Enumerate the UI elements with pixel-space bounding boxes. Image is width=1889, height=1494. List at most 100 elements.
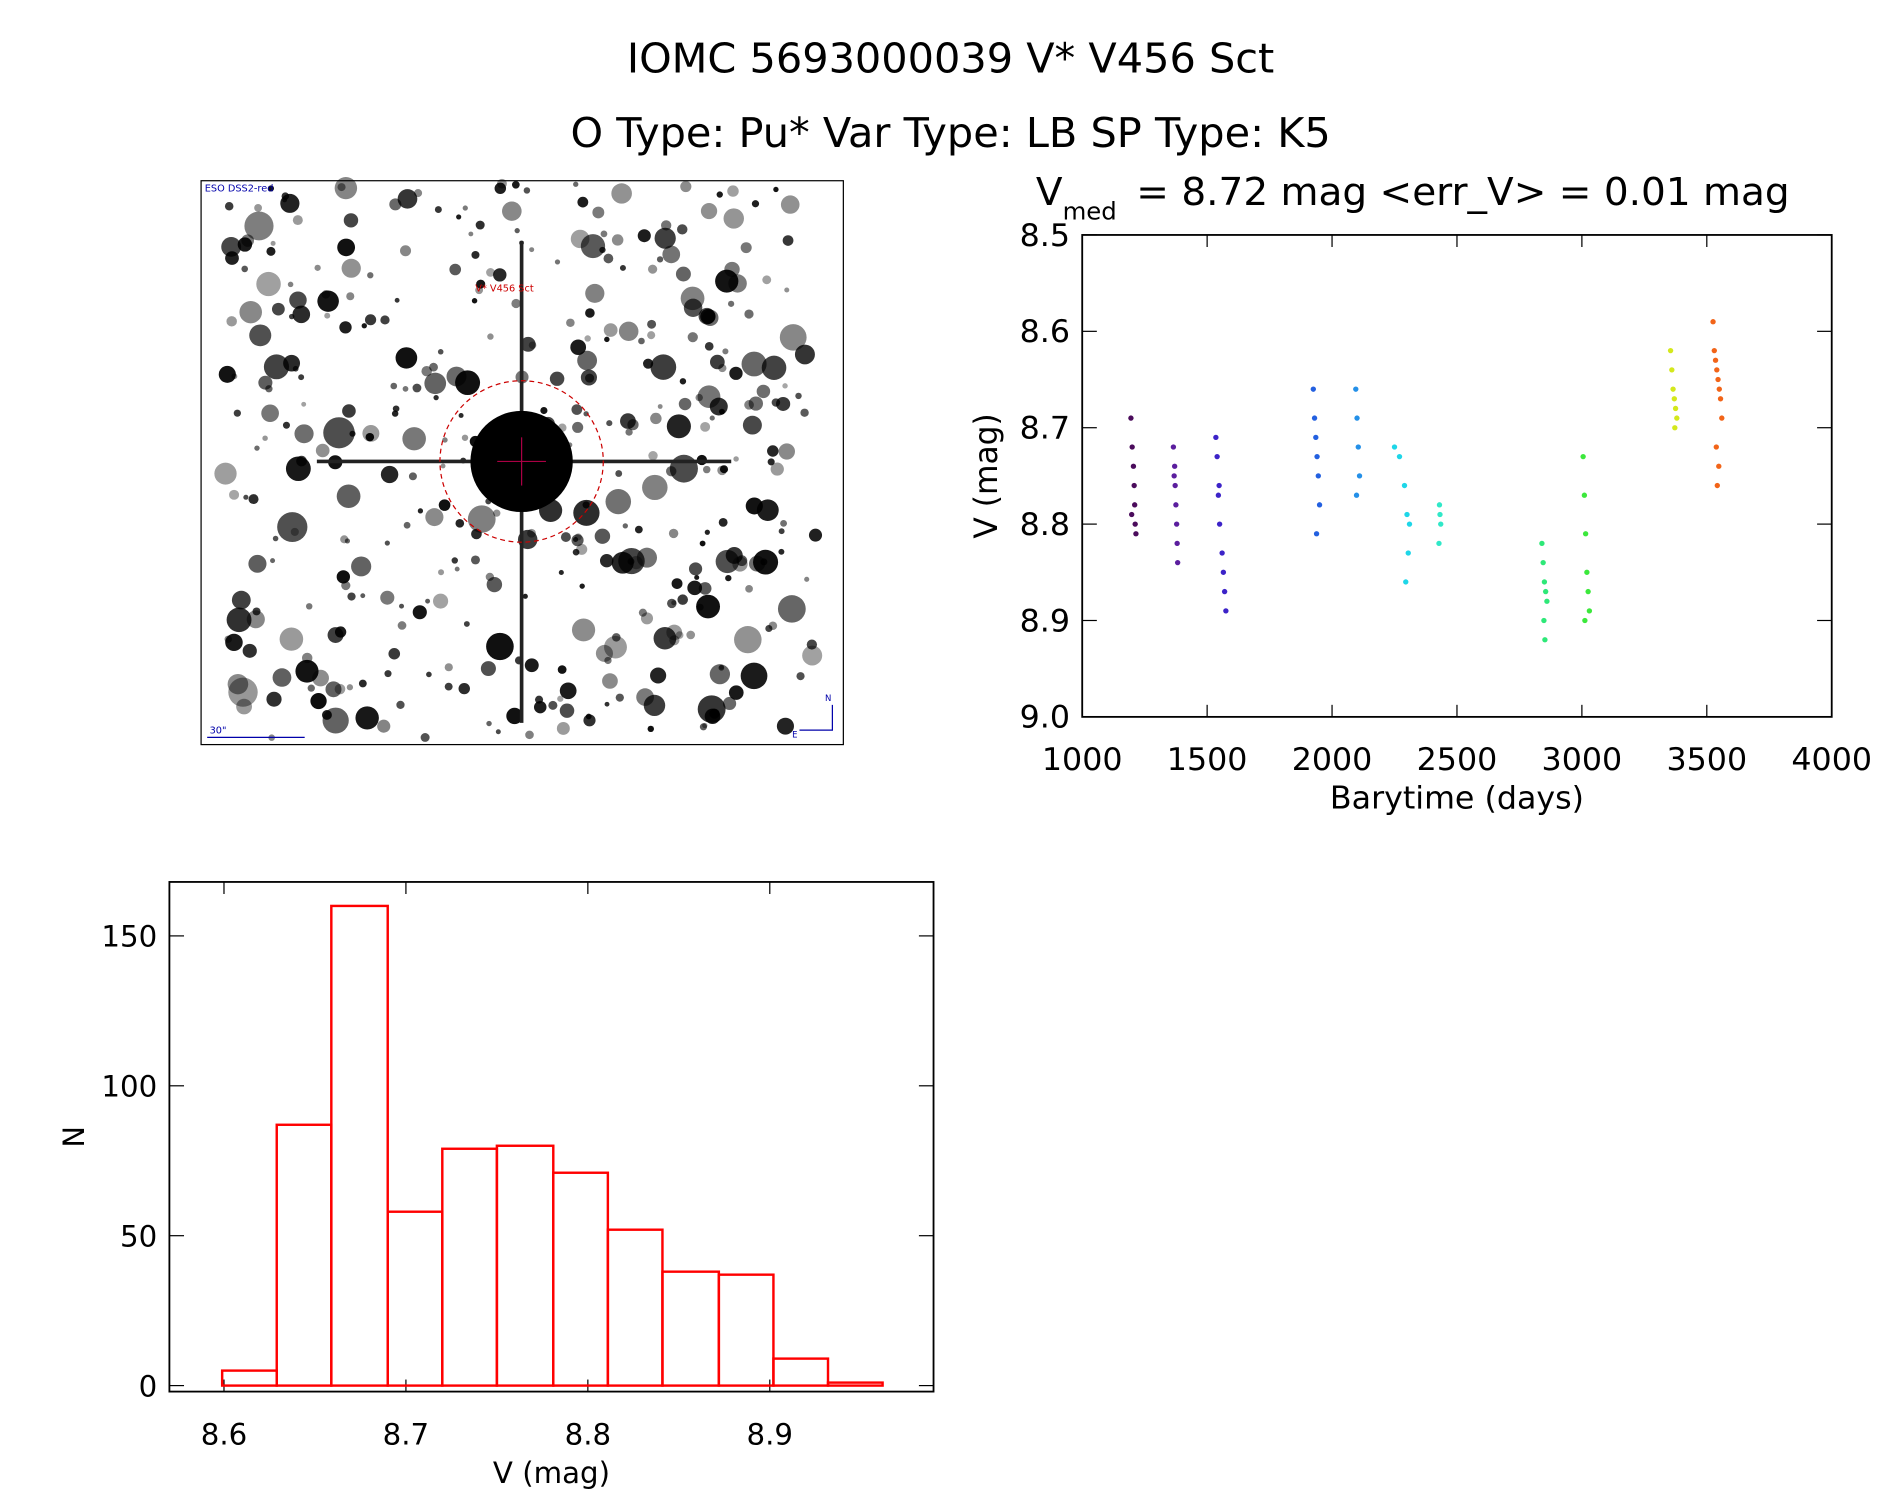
data-point (1715, 376, 1721, 383)
data-point (1585, 588, 1591, 595)
field-star (262, 435, 268, 441)
x-tick-label: 2500 (1417, 742, 1498, 778)
compass (799, 704, 833, 731)
field-star (305, 603, 313, 610)
field-star (698, 582, 712, 595)
image-label: ESO DSS2-red (205, 184, 274, 195)
field-star (485, 572, 495, 581)
field-star (687, 332, 698, 343)
field-star (558, 569, 564, 575)
field-star (470, 555, 480, 565)
y-axis-label: N (57, 1126, 91, 1148)
field-star (458, 412, 464, 418)
field-star (768, 621, 778, 631)
field-star (784, 287, 790, 293)
field-star (339, 321, 352, 334)
field-star (342, 404, 356, 418)
field-star (397, 189, 418, 209)
data-point (1221, 588, 1228, 595)
data-point (1132, 521, 1138, 527)
data-point (1405, 550, 1411, 556)
field-star (395, 347, 418, 369)
field-star (554, 259, 561, 265)
field-star (722, 696, 737, 710)
field-star (367, 272, 374, 279)
field-star (559, 703, 575, 718)
field-star (618, 547, 645, 575)
field-star (355, 706, 379, 730)
field-star (438, 499, 451, 511)
field-star (625, 428, 633, 436)
field-star (529, 247, 535, 253)
field-star (272, 535, 279, 542)
image-label: V* V456 Sct (475, 284, 534, 295)
data-point (1223, 608, 1229, 614)
field-star (668, 528, 679, 539)
field-star (640, 612, 654, 625)
data-point (1216, 521, 1223, 527)
field-star (252, 607, 261, 616)
figure-title: IOMC 5693000039 V* V456 Sct (627, 35, 1274, 83)
data-point (1714, 367, 1720, 373)
field-star (451, 557, 458, 564)
field-star (717, 465, 727, 476)
data-point (1541, 617, 1547, 624)
field-star (650, 354, 677, 380)
field-star (604, 336, 610, 343)
field-star (700, 202, 718, 220)
field-star (344, 538, 351, 544)
data-point (1354, 415, 1360, 421)
field-star (307, 684, 315, 692)
data-point (1717, 396, 1724, 402)
field-star (704, 529, 710, 535)
field-star (324, 312, 331, 319)
field-star (461, 434, 469, 441)
field-star (475, 220, 485, 230)
field-star (228, 677, 258, 707)
field-star (272, 668, 292, 687)
data-point (1438, 521, 1444, 527)
x-tick-label: 3500 (1666, 742, 1747, 778)
field-star (584, 335, 591, 342)
field-star (622, 523, 628, 529)
data-point (1172, 482, 1178, 489)
data-point (1170, 444, 1177, 450)
aperture (439, 380, 604, 543)
data-point (1713, 444, 1719, 450)
field-star (402, 427, 426, 451)
field-star (225, 251, 239, 265)
field-star (756, 499, 779, 521)
field-star (337, 183, 346, 192)
field-star (271, 302, 285, 316)
field-star (224, 202, 234, 211)
data-point (1128, 415, 1134, 421)
field-star (734, 626, 762, 654)
field-star (745, 585, 753, 593)
data-point (1542, 588, 1549, 595)
field-star (244, 211, 274, 241)
field-star (559, 682, 577, 700)
field-star (696, 594, 721, 619)
field-star (292, 215, 303, 226)
field-star (748, 396, 764, 411)
field-star (301, 401, 307, 407)
data-point (1539, 540, 1545, 547)
data-point (1355, 444, 1361, 450)
data-point (1310, 386, 1316, 392)
histogram-bar (717, 1273, 775, 1387)
field-star (723, 208, 744, 229)
field-star (397, 621, 407, 630)
data-point (1313, 434, 1319, 441)
field-star (391, 410, 399, 417)
field-star (226, 607, 252, 633)
field-star (295, 659, 319, 683)
field-star (770, 462, 784, 476)
field-star (343, 213, 359, 228)
figure-subtitle: O Type: Pu* Var Type: LB SP Type: K5 (570, 109, 1330, 157)
field-star (282, 421, 290, 429)
field-star (266, 691, 282, 707)
field-star (524, 658, 539, 673)
sky-image: ESO DSS2-red V* V456 Sct 30" N E (200, 177, 844, 746)
histogram-bar (275, 1123, 333, 1387)
field-star (361, 323, 367, 329)
